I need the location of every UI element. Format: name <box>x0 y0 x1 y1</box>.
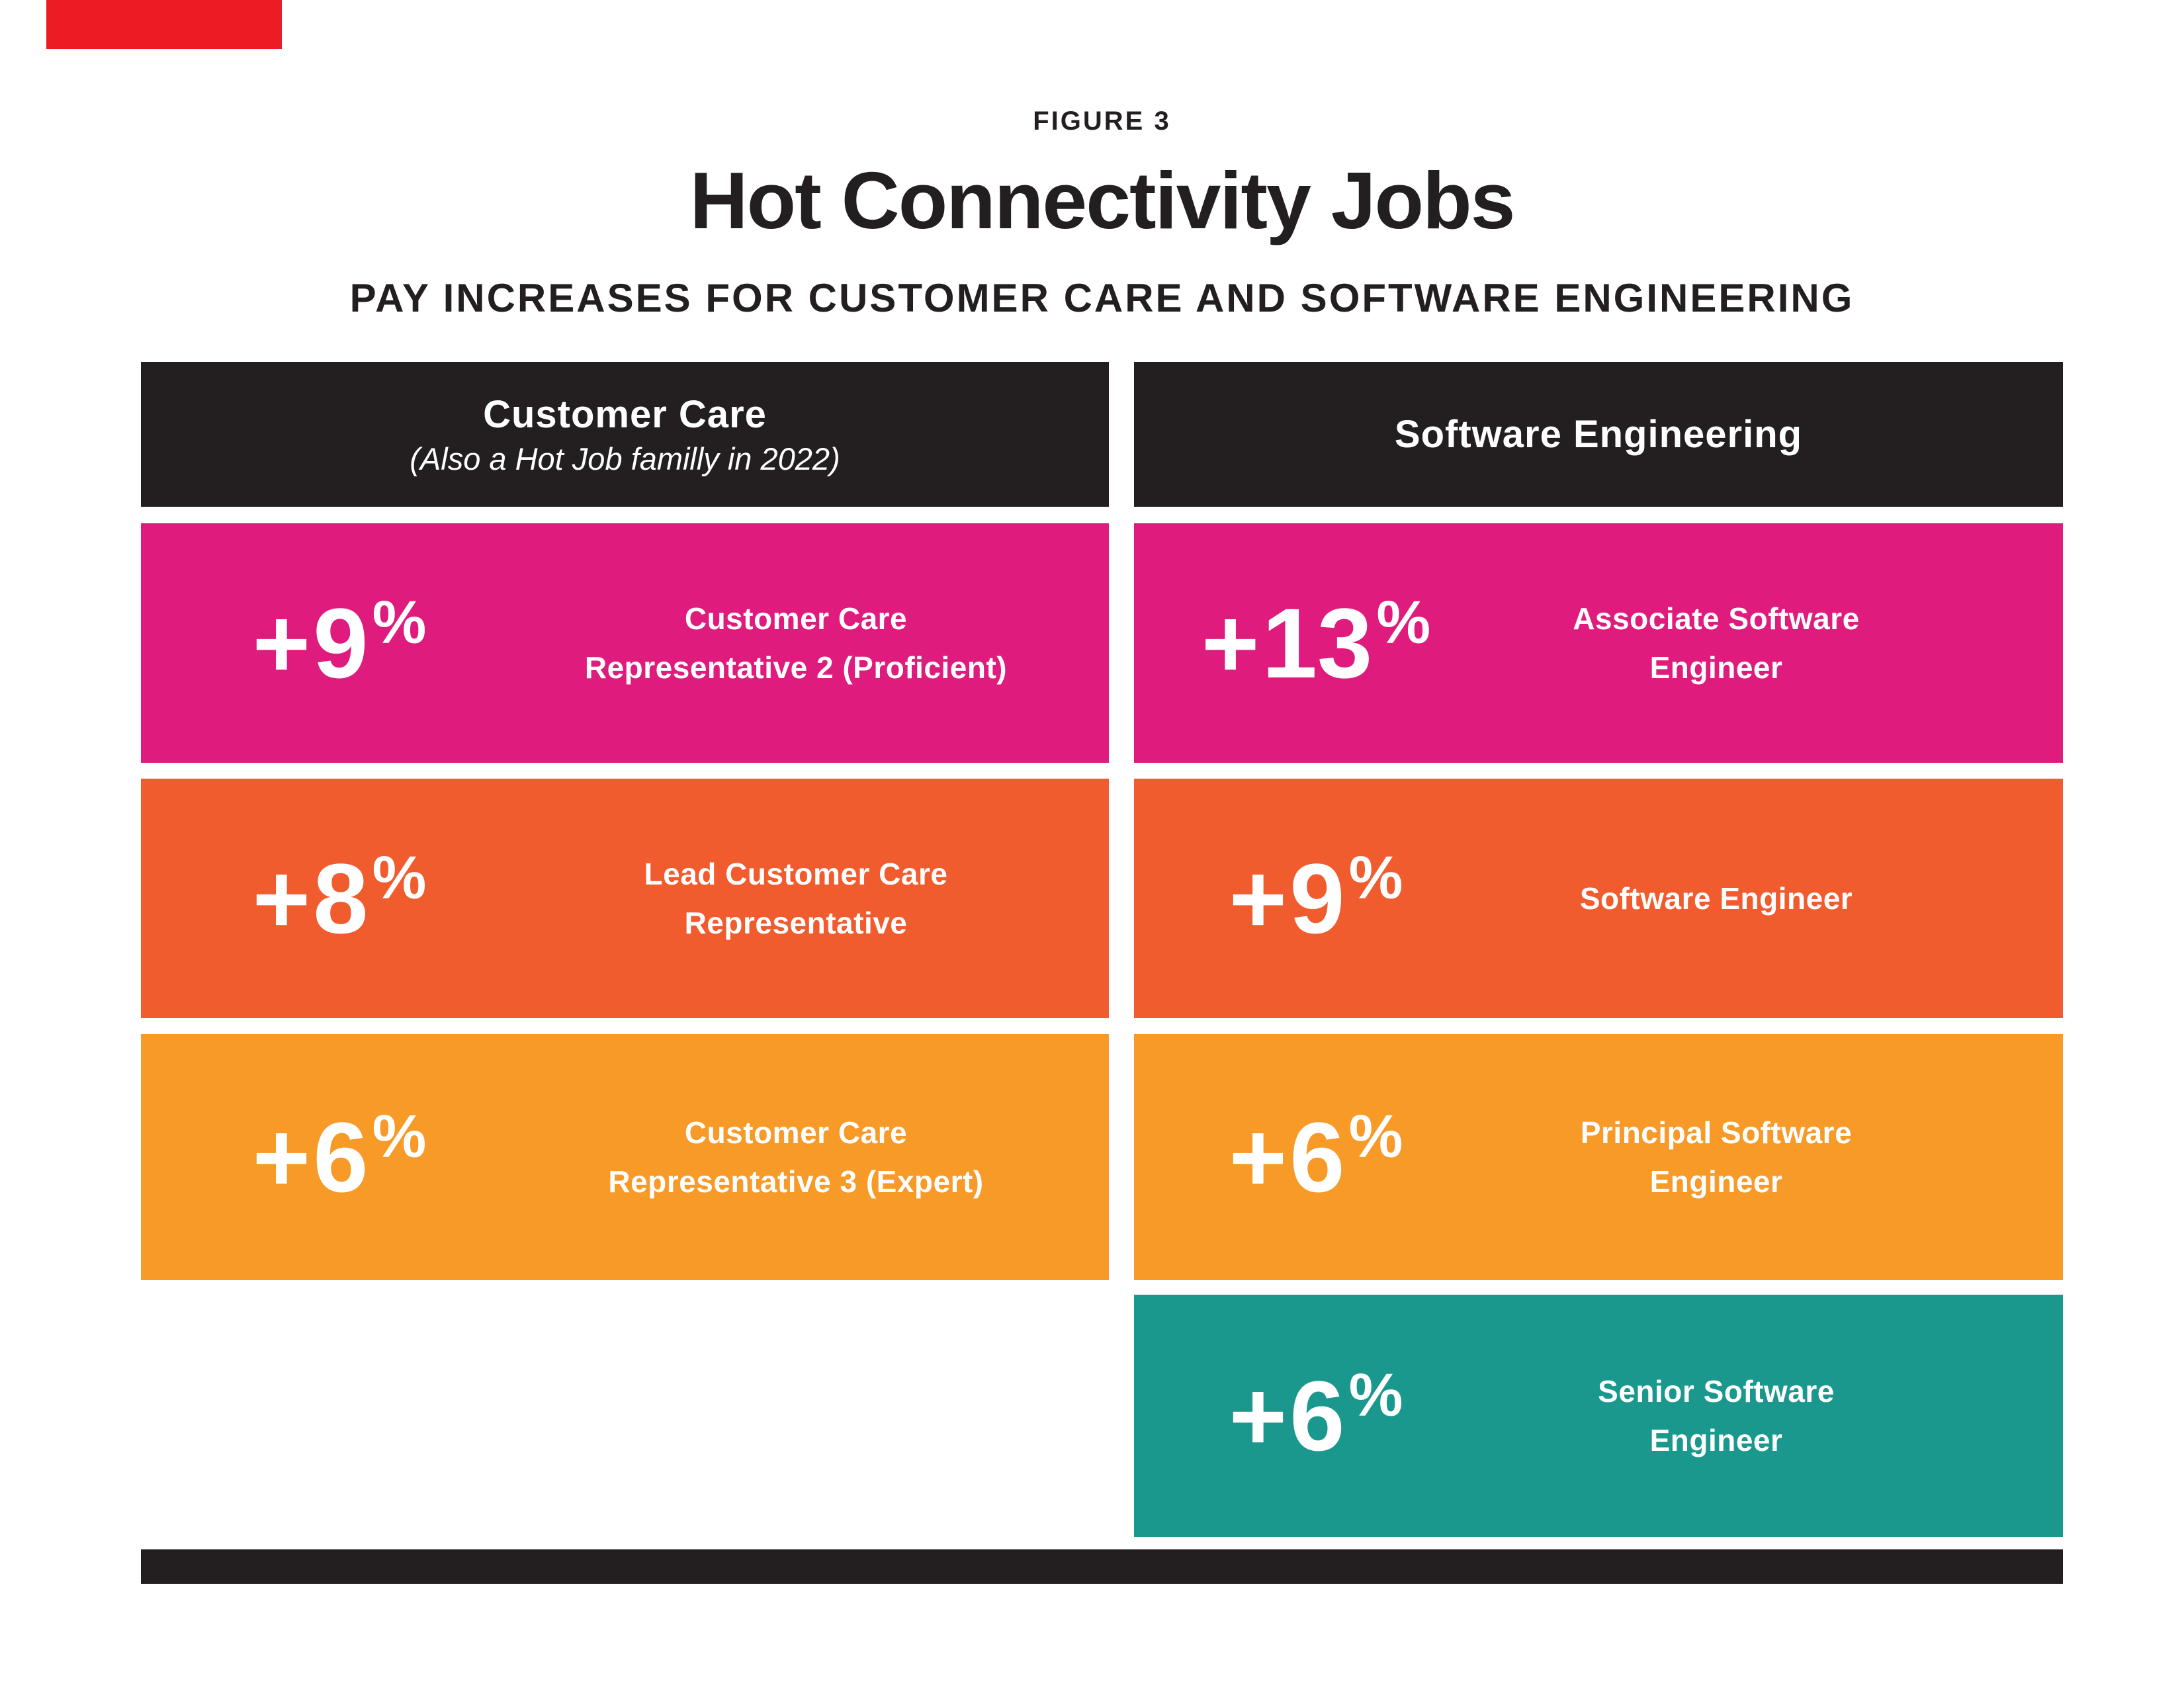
plus-sign: + <box>252 1102 311 1213</box>
job-title: Principal Software Engineer <box>1419 1034 2014 1280</box>
plus-sign: + <box>252 843 311 954</box>
percent-sign: % <box>1348 844 1403 912</box>
plus-sign: + <box>1229 1102 1288 1213</box>
pay-row-principal-software-engineer: +6% Principal Software Engineer <box>1134 1034 2063 1280</box>
pay-increase-value: +6% <box>1134 1034 1498 1280</box>
job-title-line: Senior Software <box>1598 1374 1835 1408</box>
plus-sign: + <box>1201 587 1260 699</box>
percent-sign: % <box>1348 1362 1403 1429</box>
job-title-line: Principal Software <box>1580 1115 1853 1150</box>
job-title-line: Engineer <box>1649 1423 1783 1457</box>
percent-sign: % <box>372 1103 427 1170</box>
percent-number: 6 <box>1289 1102 1345 1213</box>
percent-sign: % <box>372 589 427 656</box>
column-header-note: (Also a Hot Job familly in 2022) <box>410 441 840 476</box>
job-title-line: Software Engineer <box>1579 881 1853 916</box>
column-header-software-engineering: Software Engineering <box>1134 362 2063 507</box>
percent-sign: % <box>1376 589 1431 656</box>
job-title-line: Engineer <box>1649 650 1783 685</box>
pay-increase-value: +9% <box>1134 779 1498 1018</box>
pay-increase-value: +6% <box>1134 1295 1498 1537</box>
job-title-line: Representative 3 (Expert) <box>608 1164 984 1199</box>
percent-number: 9 <box>313 587 369 699</box>
plus-sign: + <box>1229 843 1288 954</box>
plus-sign: + <box>252 587 311 699</box>
job-title-line: Customer Care <box>684 601 908 636</box>
job-title: Software Engineer <box>1419 779 2014 1018</box>
pay-increase-value: +13% <box>1134 523 1498 763</box>
job-title: Customer Care Representative 3 (Expert) <box>498 1034 1094 1280</box>
figure-label: FIGURE 3 <box>1033 107 1171 136</box>
percent-sign: % <box>1348 1103 1403 1170</box>
percent-number: 9 <box>1289 843 1345 954</box>
page-corner-accent <box>46 0 282 49</box>
percent-number: 6 <box>1289 1360 1345 1471</box>
job-title: Associate Software Engineer <box>1419 523 2014 763</box>
pay-row-customer-care-rep3: +6% Customer Care Representative 3 (Expe… <box>141 1034 1109 1280</box>
pay-row-senior-software-engineer: +6% Senior Software Engineer <box>1134 1295 2063 1537</box>
pay-increase-value: +9% <box>141 523 538 763</box>
job-title-line: Associate Software <box>1573 601 1860 636</box>
job-title: Customer Care Representative 2 (Proficie… <box>498 523 1094 763</box>
column-header-title: Software Engineering <box>1394 412 1803 456</box>
percent-sign: % <box>372 844 427 912</box>
plus-sign: + <box>1229 1360 1288 1471</box>
pay-row-software-engineer: +9% Software Engineer <box>1134 779 2063 1018</box>
job-title: Senior Software Engineer <box>1419 1295 2014 1537</box>
job-title-line: Representative <box>684 906 908 940</box>
job-title-line: Customer Care <box>684 1115 908 1150</box>
bottom-rule <box>141 1549 2063 1584</box>
pay-increase-value: +6% <box>141 1034 538 1280</box>
percent-number: 8 <box>313 843 369 954</box>
job-title-line: Engineer <box>1649 1164 1783 1199</box>
pay-row-lead-customer-care-rep: +8% Lead Customer Care Representative <box>141 779 1109 1018</box>
job-title-line: Representative 2 (Proficient) <box>584 650 1008 685</box>
pay-row-customer-care-rep2: +9% Customer Care Representative 2 (Prof… <box>141 523 1109 763</box>
column-header-title: Customer Care <box>483 392 767 436</box>
job-title: Lead Customer Care Representative <box>498 779 1094 1018</box>
job-title-line: Lead Customer Care <box>644 857 948 891</box>
page-title: Hot Connectivity Jobs <box>689 155 1516 245</box>
pay-row-associate-software-engineer: +13% Associate Software Engineer <box>1134 523 2063 763</box>
percent-number: 6 <box>313 1102 369 1213</box>
percent-number: 13 <box>1262 587 1373 699</box>
column-header-customer-care: Customer Care (Also a Hot Job familly in… <box>141 362 1109 507</box>
pay-increase-value: +8% <box>141 779 538 1018</box>
page-subtitle: PAY INCREASES FOR CUSTOMER CARE AND SOFT… <box>349 276 1855 320</box>
